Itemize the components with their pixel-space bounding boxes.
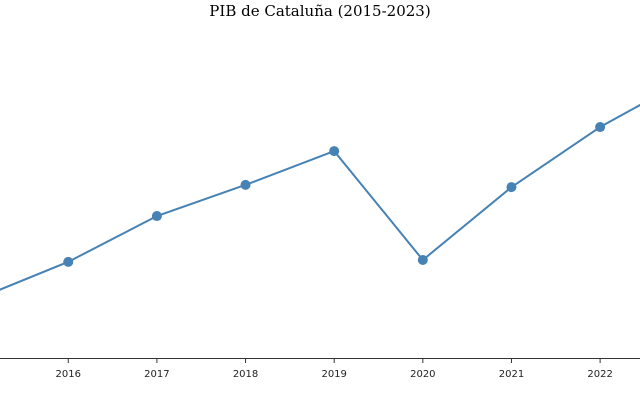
point [595, 122, 606, 133]
x-tick-label: 2016 [56, 369, 81, 380]
point [151, 211, 162, 222]
chart-title: PIB de Cataluña (2015-2023) [209, 2, 430, 20]
x-tick-label: 2019 [321, 369, 346, 380]
point [506, 182, 517, 193]
point [329, 146, 340, 157]
point [240, 179, 251, 190]
x-tick-label: 2021 [499, 369, 524, 380]
point [417, 254, 428, 265]
point [63, 256, 74, 267]
line-series [0, 103, 640, 291]
x-tick-label: 2022 [587, 369, 612, 380]
x-tick-label: 2018 [233, 369, 258, 380]
plot-area [0, 103, 640, 291]
x-tick-label: 2020 [410, 369, 435, 380]
x-tick-label: 2017 [144, 369, 169, 380]
